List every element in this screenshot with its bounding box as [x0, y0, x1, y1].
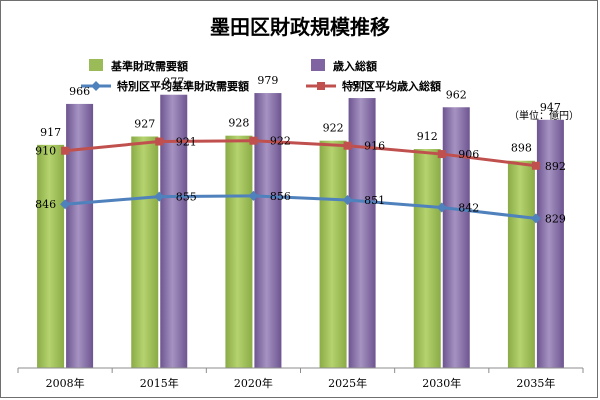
line-data-label: 856	[270, 190, 291, 203]
line-data-label: 846	[35, 198, 56, 211]
bar-revenue	[536, 119, 564, 369]
line-point-diamond	[248, 190, 259, 201]
x-axis: 2008年 2015年 2020年 2025年 2030年 2035年	[17, 367, 584, 390]
line-point-square	[531, 161, 540, 170]
bar-data-label: 928	[228, 117, 249, 130]
bar-data-label: 979	[257, 74, 278, 87]
legend-marker-square	[317, 82, 325, 90]
line-data-label: 916	[364, 140, 385, 153]
line-data-label: 842	[458, 202, 479, 215]
x-tick-label: 2035年	[516, 376, 555, 390]
bar-data-label: 947	[540, 101, 561, 114]
bar-revenue	[66, 103, 94, 369]
plot-area: 917 927 928 922 912 898 966 977 979 973 962 947 846 8…	[35, 74, 566, 369]
bar-data-label: 917	[40, 126, 61, 139]
bar-data-label: 927	[134, 118, 155, 131]
line-point-square	[249, 136, 258, 145]
line-point-diamond	[154, 191, 165, 202]
x-tick-label: 2020年	[234, 376, 273, 390]
x-tick-label: 2008年	[46, 376, 85, 390]
line-point-diamond	[60, 199, 71, 210]
bar-standard-need	[37, 144, 65, 368]
series-line-avg-standard-need	[64, 194, 537, 220]
bar-data-label: 922	[323, 122, 344, 135]
line-data-label: 829	[545, 212, 566, 225]
bar-revenue	[348, 98, 376, 368]
bar-standard-need	[131, 136, 159, 368]
series-line-avg-revenue	[64, 139, 537, 168]
bar-data-label: 912	[417, 130, 438, 143]
bar-data-label: 973	[352, 79, 373, 92]
legend-marker-diamond	[91, 81, 101, 91]
line-point-square	[437, 150, 446, 159]
line-data-label: 851	[364, 194, 385, 207]
line-point-diamond	[342, 195, 353, 206]
bar-data-label: 962	[446, 88, 467, 101]
bar-revenue	[254, 93, 282, 369]
bar-data-label: 966	[69, 85, 90, 98]
bar-standard-need	[225, 135, 253, 368]
unit-note: （単位：億円）	[509, 109, 579, 122]
line-point-square	[343, 141, 352, 150]
line-point-square	[61, 146, 70, 155]
legend-swatch-revenue	[311, 59, 325, 71]
line-data-label: 910	[35, 145, 56, 158]
line-data-label: 892	[545, 160, 566, 173]
line-data-label: 855	[176, 191, 197, 204]
bar-standard-need	[413, 149, 441, 368]
legend-swatch-standard-need	[89, 59, 103, 71]
x-tick-label: 2025年	[328, 376, 367, 390]
line-point-diamond	[530, 213, 541, 224]
line-data-label: 921	[176, 136, 197, 149]
line-point-square	[155, 137, 164, 146]
line-data-label: 906	[458, 148, 479, 161]
bar-data-label: 977	[163, 76, 184, 89]
legend-label: 歳入総額	[333, 59, 377, 73]
line-point-diamond	[436, 202, 447, 213]
bar-data-label: 898	[511, 142, 532, 155]
legend-label: 特別区平均歳入総額	[342, 79, 441, 93]
legend-label: 特別区平均基準財政需要額	[117, 79, 249, 93]
bar-standard-need	[319, 140, 347, 368]
x-tick-label: 2030年	[422, 376, 461, 390]
x-tick-label: 2015年	[140, 376, 179, 390]
bar-revenue	[442, 107, 470, 368]
bar-standard-need	[507, 160, 535, 368]
legend-label: 基準財政需要額	[110, 59, 188, 73]
line-data-label: 922	[270, 135, 291, 148]
chart-title: 墨田区財政規模推移	[210, 15, 390, 39]
